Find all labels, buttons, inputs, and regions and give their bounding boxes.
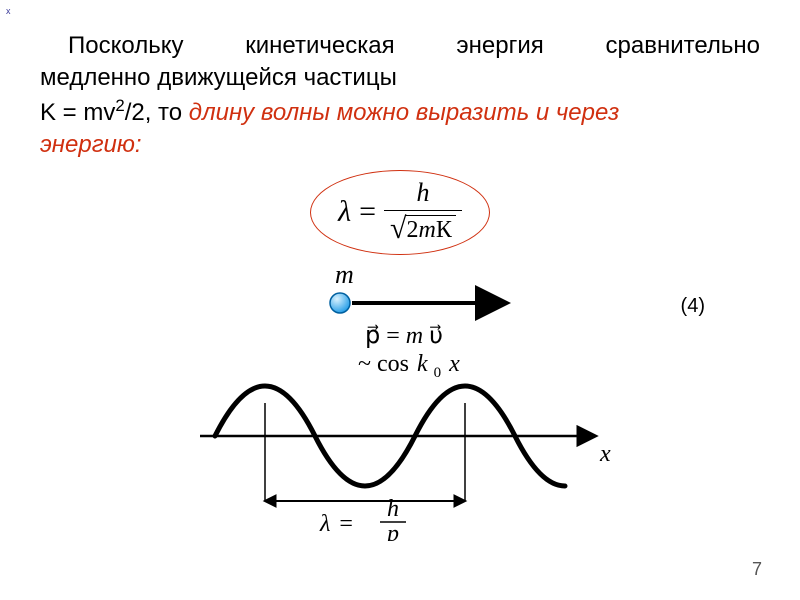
highlight-text: энергию: (40, 131, 142, 158)
para-line-2: медленно движущейся частицы (40, 62, 760, 94)
k-sym: k (417, 351, 428, 377)
x-axis-label: x (599, 441, 611, 467)
formula-ellipse: λ = h √ 2mК (310, 170, 490, 255)
p-vec-arrow: p⃗ (365, 323, 380, 349)
zero-sub: 0 (434, 365, 442, 381)
cos: cos (377, 351, 409, 377)
svg-text:p⃗ = m: p⃗ = m υ⃗ (365, 323, 443, 349)
sqrt-sign: √ (390, 214, 406, 244)
cos-expression: ~ cos k 0 x (358, 351, 460, 383)
sup: 2 (115, 96, 124, 115)
p-equation: p⃗ = m υ⃗ (365, 323, 443, 349)
slide-body: Поскольку кинетическая энергия сравнител… (0, 0, 800, 541)
x-sym: x (448, 351, 460, 377)
lambda-sym: λ (319, 511, 330, 537)
formula-zone: λ = h √ 2mК (4) (40, 170, 760, 255)
tilde: ~ (358, 351, 377, 377)
m-label: m (335, 261, 354, 289)
highlight-text: длину волны можно выразить и через (189, 99, 619, 126)
paragraph: Поскольку кинетическая энергия сравнител… (40, 30, 760, 162)
para-line-1: Поскольку кинетическая энергия сравнител… (40, 30, 760, 62)
text: /2, то (125, 99, 189, 126)
text: K = mv (40, 99, 115, 126)
text: Поскольку кинетическая энергия сравнител… (68, 32, 760, 59)
wave-figure: m p⃗ = m υ⃗ ~ cos k 0 (180, 261, 620, 541)
eq: = (386, 323, 406, 349)
h-sym: h (387, 496, 399, 522)
para-line-3: K = mv2/2, то длину волны можно выразить… (40, 95, 760, 129)
m-sym: m (406, 323, 423, 349)
particle-icon (330, 293, 350, 313)
p-sym: p (385, 521, 399, 541)
figure-zone: m p⃗ = m υ⃗ ~ cos k 0 (40, 261, 760, 541)
corner-mark: х (6, 6, 11, 16)
lambda-hp-equation: λ = h p (319, 496, 406, 541)
para-line-4: энергию: (40, 129, 760, 161)
svg-text:~ cos k: ~ cos k 0 x (358, 351, 460, 383)
equation-label: (4) (681, 295, 705, 318)
svg-text:λ =: λ = (319, 511, 353, 537)
page-number: 7 (752, 559, 762, 580)
v-vec-arrow: υ⃗ (429, 323, 443, 349)
